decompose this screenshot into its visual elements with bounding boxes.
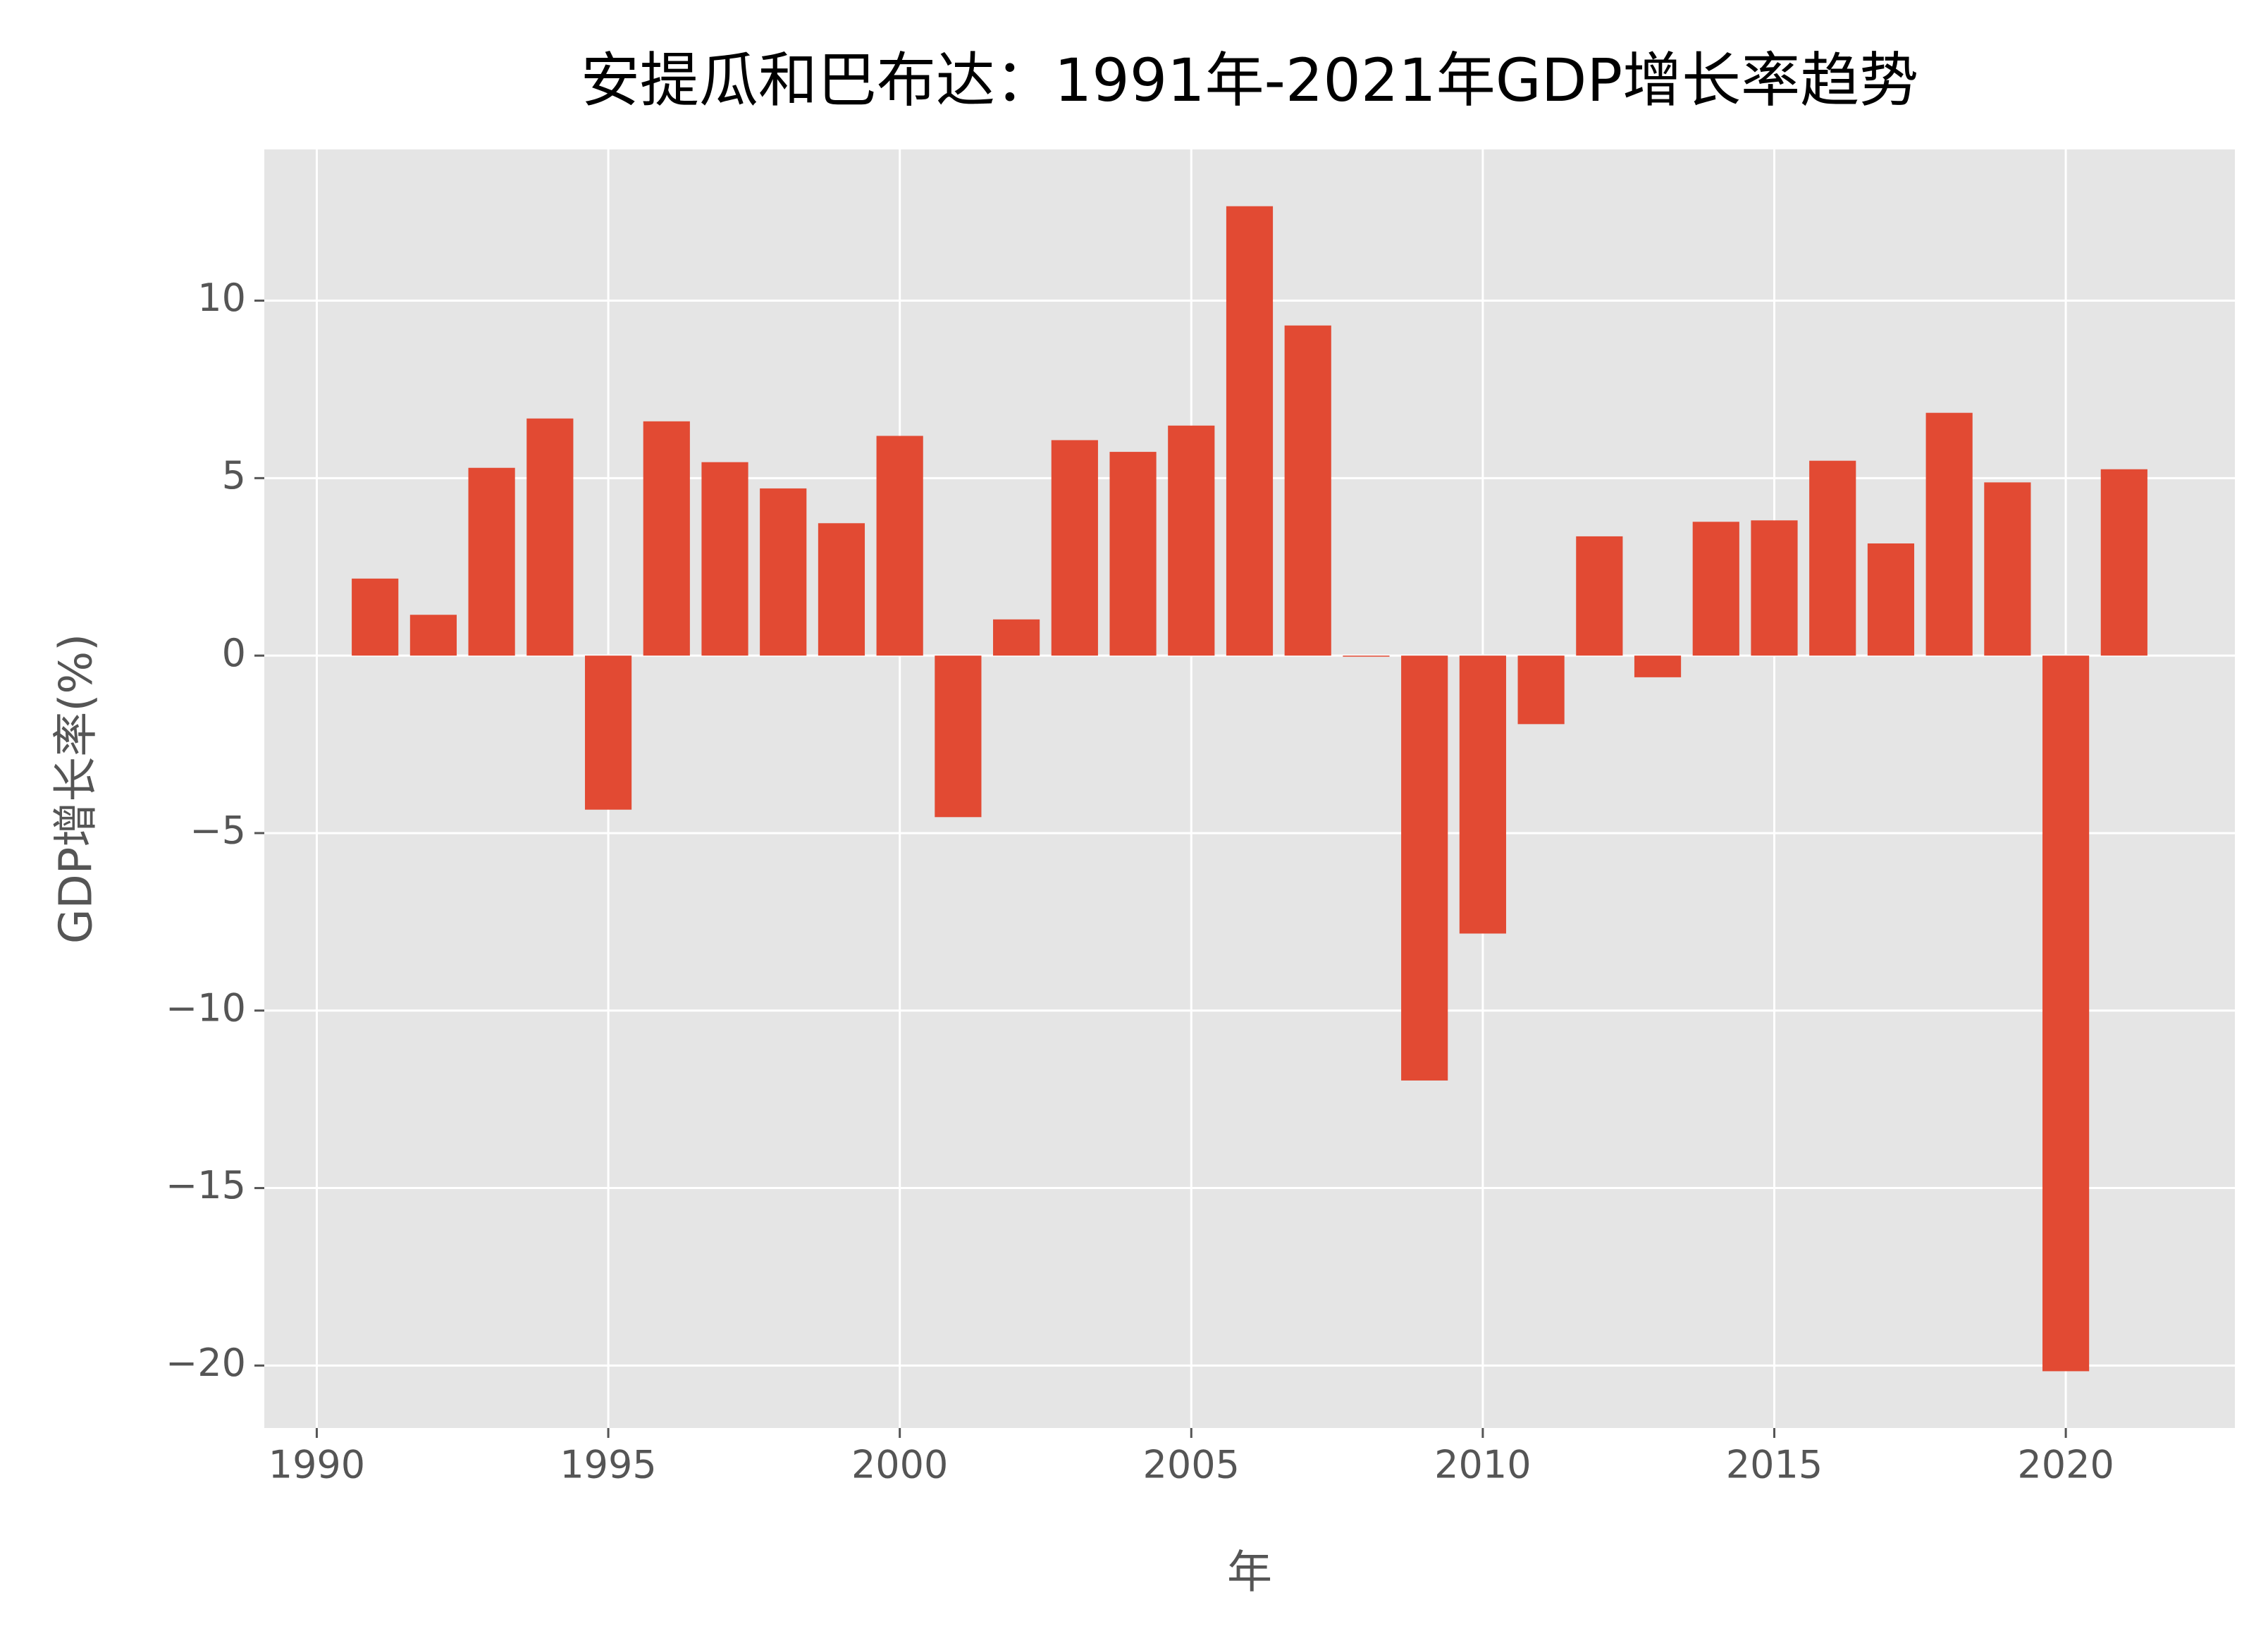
x-tick-label: 1995 [560,1443,656,1487]
bar [1343,656,1390,657]
bar [643,421,690,656]
bar [468,467,515,656]
bar [526,418,574,656]
bar [1168,425,1215,656]
bar [1517,656,1565,725]
bar [935,656,982,818]
bar [701,462,748,656]
y-axis-label: GDP增长率(%) [51,634,103,944]
bar [1925,412,1973,656]
y-tick-label: 5 [222,453,246,498]
bar [1634,656,1682,677]
bar [584,656,632,810]
chart-title: 安提瓜和巴布达：1991年-2021年GDP增长率趋势 [581,46,1918,115]
bar [1051,440,1098,656]
x-axis-label: 年 [1227,1547,1272,1599]
bar [1751,520,1798,656]
bar [993,619,1040,656]
bar [1984,482,2031,656]
y-tick-label: −5 [190,808,246,853]
x-tick-label: 2020 [2017,1443,2114,1487]
y-tick-label: −10 [166,985,246,1030]
bar [2100,469,2147,656]
bar [1867,543,1915,656]
x-tick-label: 2000 [851,1443,948,1487]
bar [1401,656,1448,1081]
bar [1459,656,1506,934]
bar [1692,522,1739,656]
bar [352,578,399,656]
y-tick-label: 0 [222,631,246,675]
y-tick-label: −20 [166,1341,246,1385]
bar [876,436,923,656]
x-tick-label: 1990 [269,1443,365,1487]
bar [1284,325,1331,656]
bar [818,523,865,656]
bar [1109,452,1157,656]
y-tick-label: 10 [197,276,246,320]
bar [2042,656,2090,1372]
bar [760,488,807,656]
bar [1809,460,1856,656]
bar [1576,536,1623,656]
bar [409,615,457,656]
x-tick-label: 2015 [1726,1443,1823,1487]
x-tick-label: 2010 [1434,1443,1531,1487]
y-tick-label: −15 [166,1163,246,1207]
x-tick-label: 2005 [1143,1443,1240,1487]
bar [1226,206,1274,656]
